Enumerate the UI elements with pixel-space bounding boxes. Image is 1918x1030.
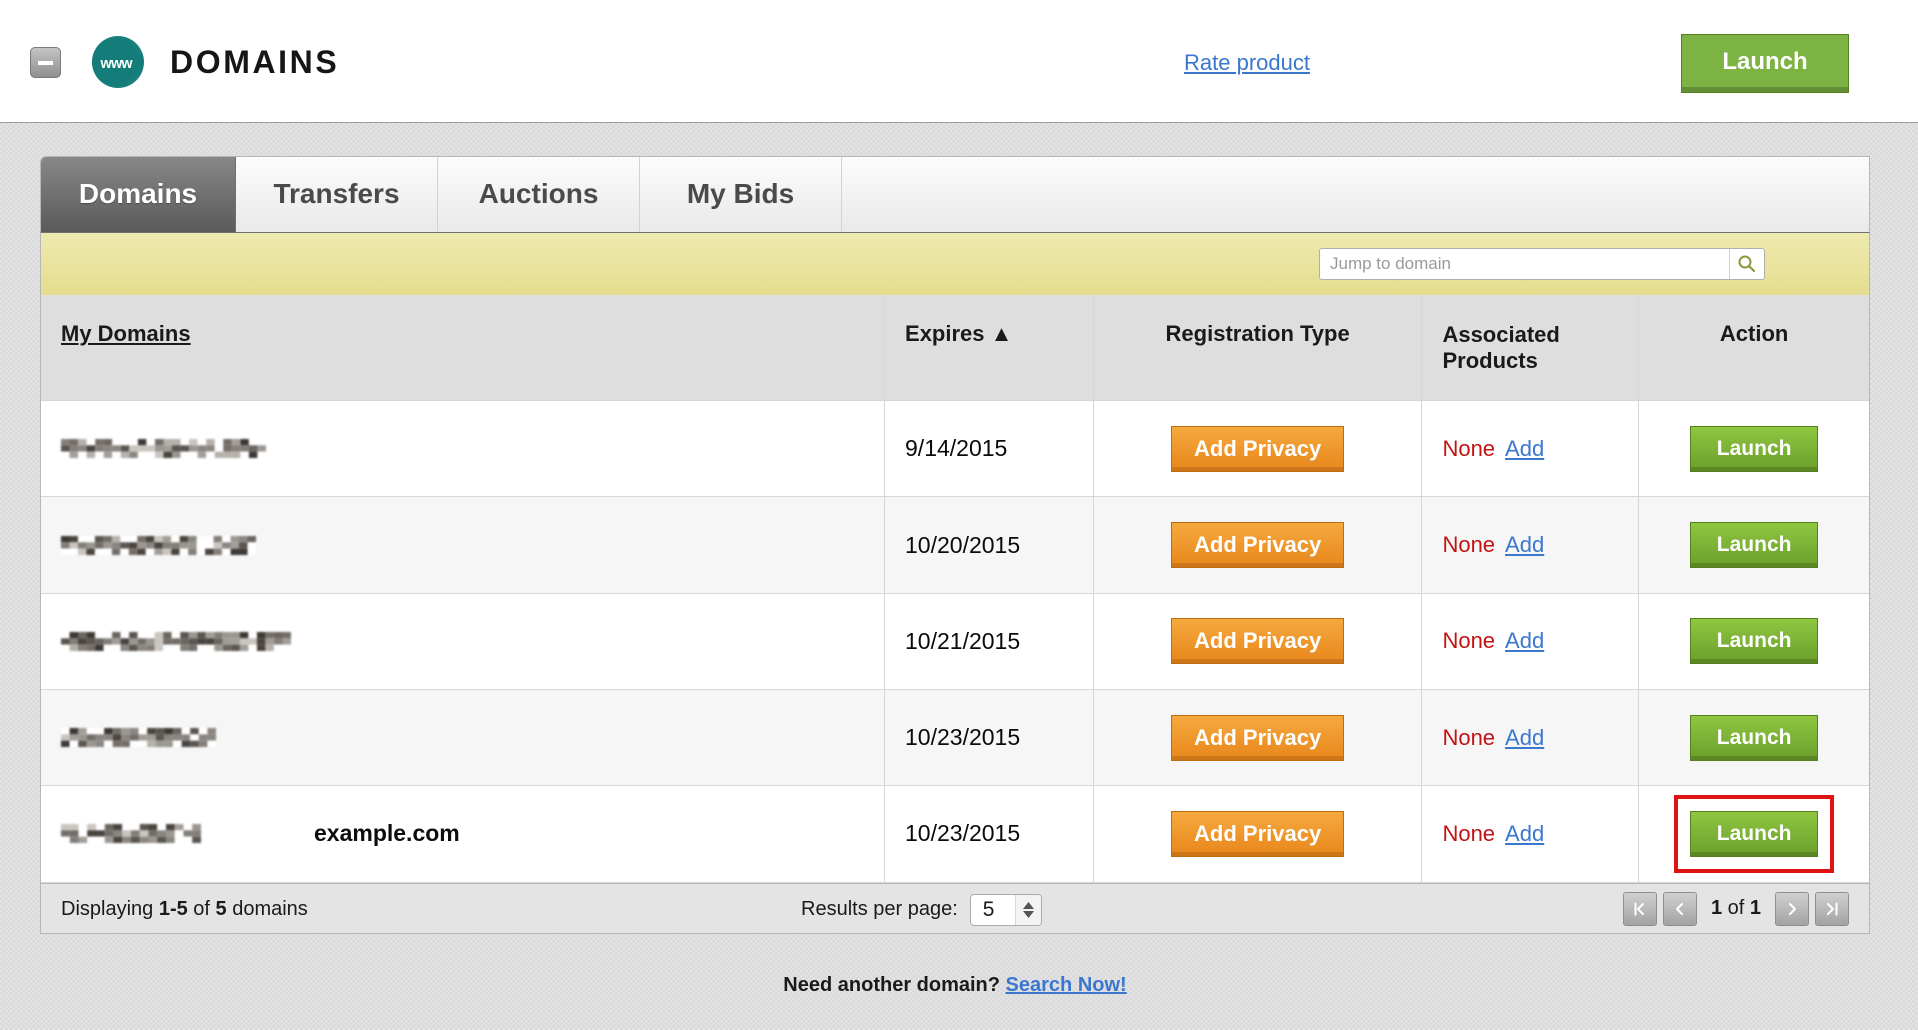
svg-text:www: www <box>100 56 134 72</box>
